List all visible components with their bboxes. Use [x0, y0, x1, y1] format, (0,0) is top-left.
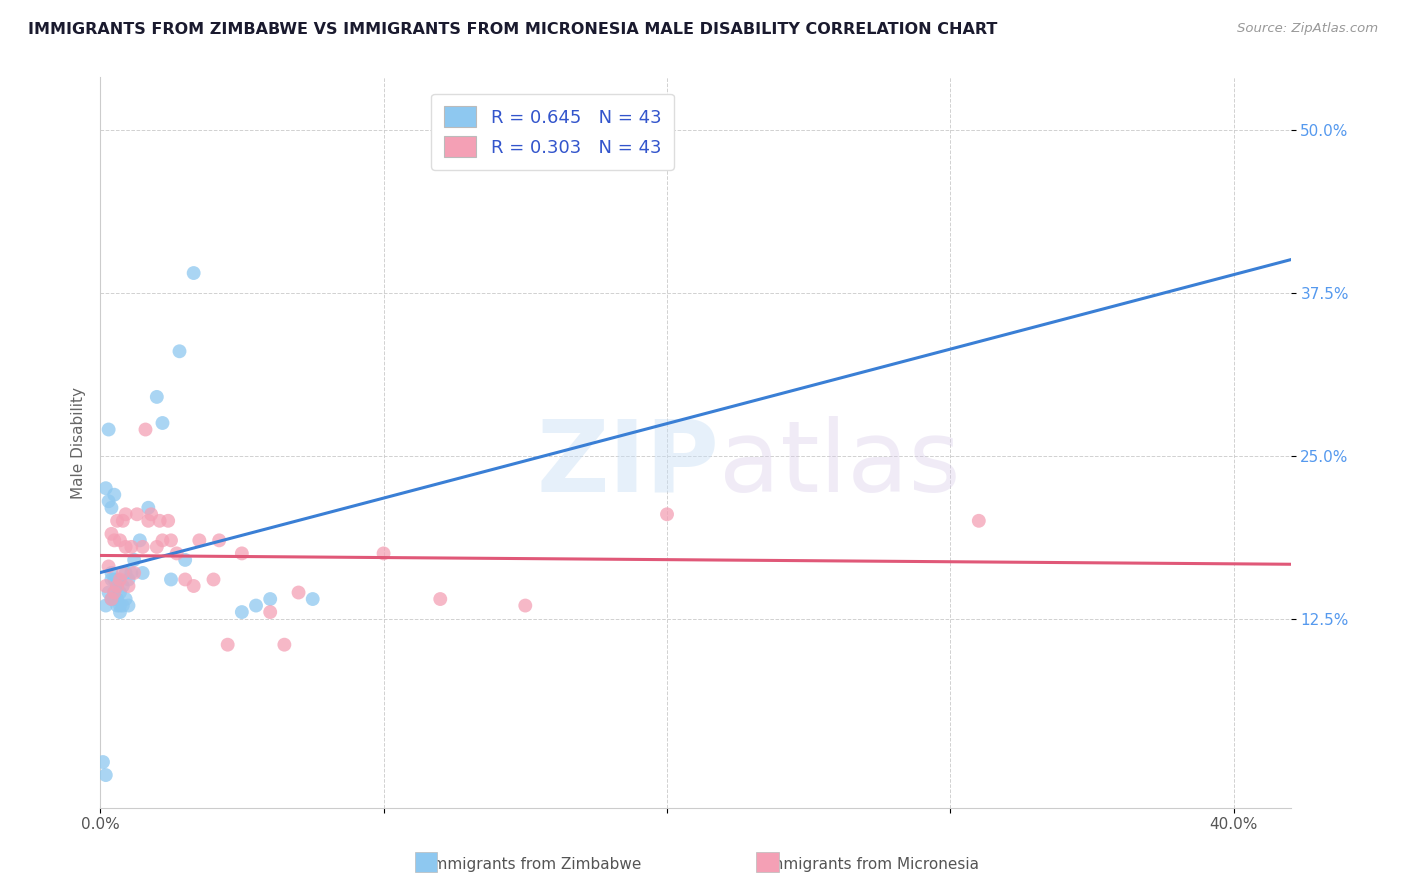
Point [114, 508, 136, 522]
Point [134, 423, 156, 437]
Point [122, 553, 145, 567]
Point [105, 579, 128, 593]
Point [231, 546, 253, 560]
Point [152, 416, 174, 430]
Point [114, 566, 136, 580]
Point [217, 638, 239, 652]
Point [97, 494, 120, 508]
Point [157, 514, 180, 528]
Point [136, 514, 159, 528]
Point [117, 573, 139, 587]
Point [188, 533, 211, 548]
Point [259, 592, 281, 607]
Point [94, 481, 117, 495]
Point [231, 605, 253, 619]
Text: Immigrants from Micronesia: Immigrants from Micronesia [765, 857, 979, 872]
Point [111, 599, 134, 613]
Point [967, 514, 990, 528]
Point [108, 533, 131, 548]
Point [103, 533, 125, 548]
Point [174, 553, 197, 567]
Point [111, 566, 134, 580]
Point [160, 573, 183, 587]
Point [146, 390, 169, 404]
Point [141, 508, 163, 522]
Point [429, 592, 451, 607]
Point [136, 500, 159, 515]
Point [245, 599, 267, 613]
Point [301, 592, 323, 607]
Point [160, 533, 183, 548]
Y-axis label: Male Disability: Male Disability [72, 386, 86, 499]
Point [152, 533, 174, 548]
Point [259, 605, 281, 619]
Point [183, 266, 205, 280]
Text: atlas: atlas [720, 416, 960, 513]
Point [131, 540, 153, 554]
Point [103, 488, 125, 502]
Point [128, 533, 150, 548]
Point [94, 599, 117, 613]
Point [105, 573, 128, 587]
Point [100, 592, 122, 607]
Point [97, 423, 120, 437]
Point [174, 573, 197, 587]
Point [103, 592, 125, 607]
Text: ZIP: ZIP [536, 416, 720, 513]
Point [208, 533, 231, 548]
Point [202, 573, 225, 587]
Point [94, 579, 117, 593]
Point [146, 540, 169, 554]
Point [108, 573, 131, 587]
Legend: R = 0.645   N = 43, R = 0.303   N = 43: R = 0.645 N = 43, R = 0.303 N = 43 [432, 94, 673, 169]
Point [103, 585, 125, 599]
Point [100, 592, 122, 607]
Point [169, 344, 191, 359]
Point [108, 585, 131, 599]
Point [100, 573, 122, 587]
Text: Source: ZipAtlas.com: Source: ZipAtlas.com [1237, 22, 1378, 36]
Point [108, 605, 131, 619]
Point [122, 566, 145, 580]
Text: Immigrants from Zimbabwe: Immigrants from Zimbabwe [427, 857, 641, 872]
Point [515, 599, 537, 613]
Point [120, 540, 142, 554]
Point [100, 526, 122, 541]
Point [120, 566, 142, 580]
Point [103, 585, 125, 599]
Point [105, 599, 128, 613]
Point [105, 592, 128, 607]
Point [166, 546, 188, 560]
Point [149, 514, 172, 528]
Point [105, 514, 128, 528]
Point [114, 540, 136, 554]
Point [287, 585, 309, 599]
Point [114, 592, 136, 607]
Point [97, 585, 120, 599]
Point [103, 573, 125, 587]
Point [655, 508, 678, 522]
Point [111, 579, 134, 593]
Point [183, 579, 205, 593]
Point [100, 566, 122, 580]
Point [105, 579, 128, 593]
Point [273, 638, 295, 652]
Point [100, 500, 122, 515]
Point [94, 768, 117, 782]
Point [91, 755, 114, 769]
Point [117, 599, 139, 613]
Point [373, 546, 395, 560]
Point [125, 508, 148, 522]
Point [117, 579, 139, 593]
Point [97, 559, 120, 574]
Point [131, 566, 153, 580]
Point [108, 599, 131, 613]
Point [111, 514, 134, 528]
Text: IMMIGRANTS FROM ZIMBABWE VS IMMIGRANTS FROM MICRONESIA MALE DISABILITY CORRELATI: IMMIGRANTS FROM ZIMBABWE VS IMMIGRANTS F… [28, 22, 997, 37]
